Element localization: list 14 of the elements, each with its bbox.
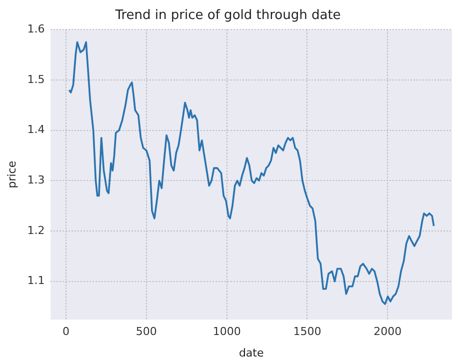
y-axis-title: price xyxy=(5,160,18,188)
x-tick-label: 2000 xyxy=(374,325,402,338)
y-tick-label: 1.4 xyxy=(27,123,45,136)
y-tick-label: 1.1 xyxy=(27,274,45,288)
y-tick-label: 1.5 xyxy=(27,72,45,86)
y-tick-label: 1.6 xyxy=(27,22,45,36)
x-tick-label: 1500 xyxy=(293,325,322,338)
y-tick-label: 1.3 xyxy=(27,174,45,186)
x-tick-label: 0 xyxy=(62,325,70,338)
chart-title: Trend in price of gold through date xyxy=(114,8,341,24)
x-axis-title: date xyxy=(238,346,264,360)
y-tick-label: 1.2 xyxy=(27,224,45,237)
x-tick-label: 500 xyxy=(136,325,157,338)
x-tick-label: 1000 xyxy=(212,325,241,338)
